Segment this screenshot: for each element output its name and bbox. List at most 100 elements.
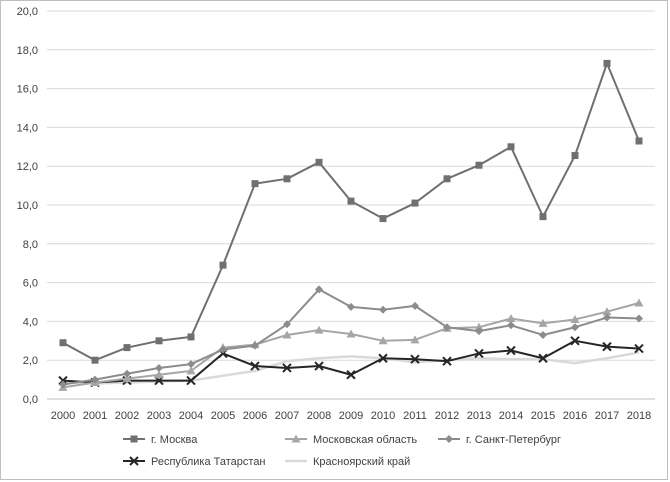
data-point (123, 344, 131, 352)
data-point (91, 356, 99, 364)
data-point (410, 335, 420, 344)
series-2 (58, 298, 644, 391)
x-tick-label: 2015 (531, 410, 555, 422)
legend-marker (129, 456, 139, 466)
data-point (443, 175, 451, 183)
series-1 (59, 59, 643, 364)
data-point (634, 298, 644, 307)
data-point (474, 322, 484, 331)
data-point (570, 336, 580, 346)
data-point (346, 329, 356, 338)
x-tick-label: 2009 (339, 410, 363, 422)
data-point (602, 341, 612, 352)
y-tick-label: 16,0 (17, 84, 38, 96)
y-tick-label: 14,0 (17, 122, 38, 134)
y-tick-label: 20,0 (17, 6, 38, 18)
data-point (59, 339, 67, 347)
y-axis-ticks: 0,0 2,0 4,0 6,0 8,0 10,0 12,0 14,0 16,0 18,0 20,0 (17, 6, 38, 406)
data-point (219, 261, 227, 269)
data-point (283, 320, 291, 329)
x-tick-label: 2013 (467, 410, 491, 422)
y-tick-label: 18,0 (17, 45, 38, 57)
y-tick-label: 2,0 (23, 355, 38, 367)
data-point (282, 330, 292, 339)
legend-item: г. Санкт-Петербург (438, 434, 561, 446)
data-point (347, 197, 355, 205)
legend-marker (445, 435, 453, 443)
legend-item: г. Москва (123, 434, 198, 446)
x-tick-label: 2001 (83, 410, 107, 422)
x-tick-label: 2016 (563, 410, 587, 422)
series-line (62, 351, 640, 385)
data-point (474, 348, 484, 359)
data-point (539, 330, 547, 339)
data-point (186, 375, 196, 386)
data-point (635, 137, 643, 145)
data-point (155, 363, 163, 372)
y-tick-label: 0,0 (23, 394, 38, 406)
data-point (538, 353, 548, 363)
data-point (250, 361, 260, 371)
data-point (59, 380, 67, 389)
series-3 (59, 285, 643, 389)
data-point (571, 323, 579, 332)
data-point (506, 313, 516, 322)
x-tick-label: 2010 (371, 410, 395, 422)
data-point (123, 369, 131, 378)
legend-marker (291, 434, 301, 443)
x-tick-label: 2011 (403, 410, 427, 422)
x-tick-label: 2004 (179, 410, 203, 422)
x-tick-label: 2007 (275, 410, 299, 422)
data-point (378, 353, 388, 363)
legend-label: Республика Татарстан (151, 456, 266, 468)
data-point (506, 345, 516, 356)
legend-item: Красноярский край (285, 456, 410, 468)
y-tick-label: 12,0 (17, 161, 38, 173)
gridlines (47, 10, 655, 400)
legend-label: Красноярский край (313, 456, 410, 468)
data-point (155, 337, 163, 345)
x-tick-label: 2017 (595, 410, 619, 422)
data-point (475, 161, 483, 169)
x-tick-label: 2008 (307, 410, 331, 422)
legend-item: Республика Татарстан (123, 456, 266, 468)
data-point (634, 343, 644, 354)
data-point (283, 175, 291, 183)
data-point (347, 302, 355, 311)
legend-label: г. Санкт-Петербург (466, 434, 561, 446)
data-point (475, 327, 483, 336)
y-tick-label: 8,0 (23, 239, 38, 251)
y-tick-label: 6,0 (23, 278, 38, 290)
data-point (314, 325, 324, 334)
data-point (282, 363, 292, 373)
data-point (314, 361, 324, 371)
x-tick-label: 2014 (499, 410, 523, 422)
data-point (187, 360, 195, 369)
data-point (379, 215, 387, 223)
data-point (603, 313, 611, 322)
data-point (154, 370, 164, 379)
y-tick-label: 10,0 (17, 200, 38, 212)
data-point (315, 285, 323, 294)
data-point (571, 152, 579, 160)
data-point (251, 180, 259, 188)
x-tick-label: 2003 (147, 410, 171, 422)
data-point (315, 158, 323, 166)
data-point (443, 323, 451, 332)
data-point (442, 356, 452, 366)
data-point (538, 318, 548, 327)
data-point (410, 354, 420, 364)
series-5 (62, 351, 640, 385)
data-point (379, 305, 387, 314)
data-point (346, 370, 356, 380)
data-point (122, 374, 132, 383)
data-point (251, 341, 259, 350)
legend-label: Московская область (313, 434, 417, 446)
series-line (62, 62, 640, 362)
data-point (411, 199, 419, 207)
x-tick-label: 2002 (115, 410, 139, 422)
legend-marker (130, 435, 138, 443)
data-point (91, 375, 99, 384)
data-point (507, 321, 515, 330)
